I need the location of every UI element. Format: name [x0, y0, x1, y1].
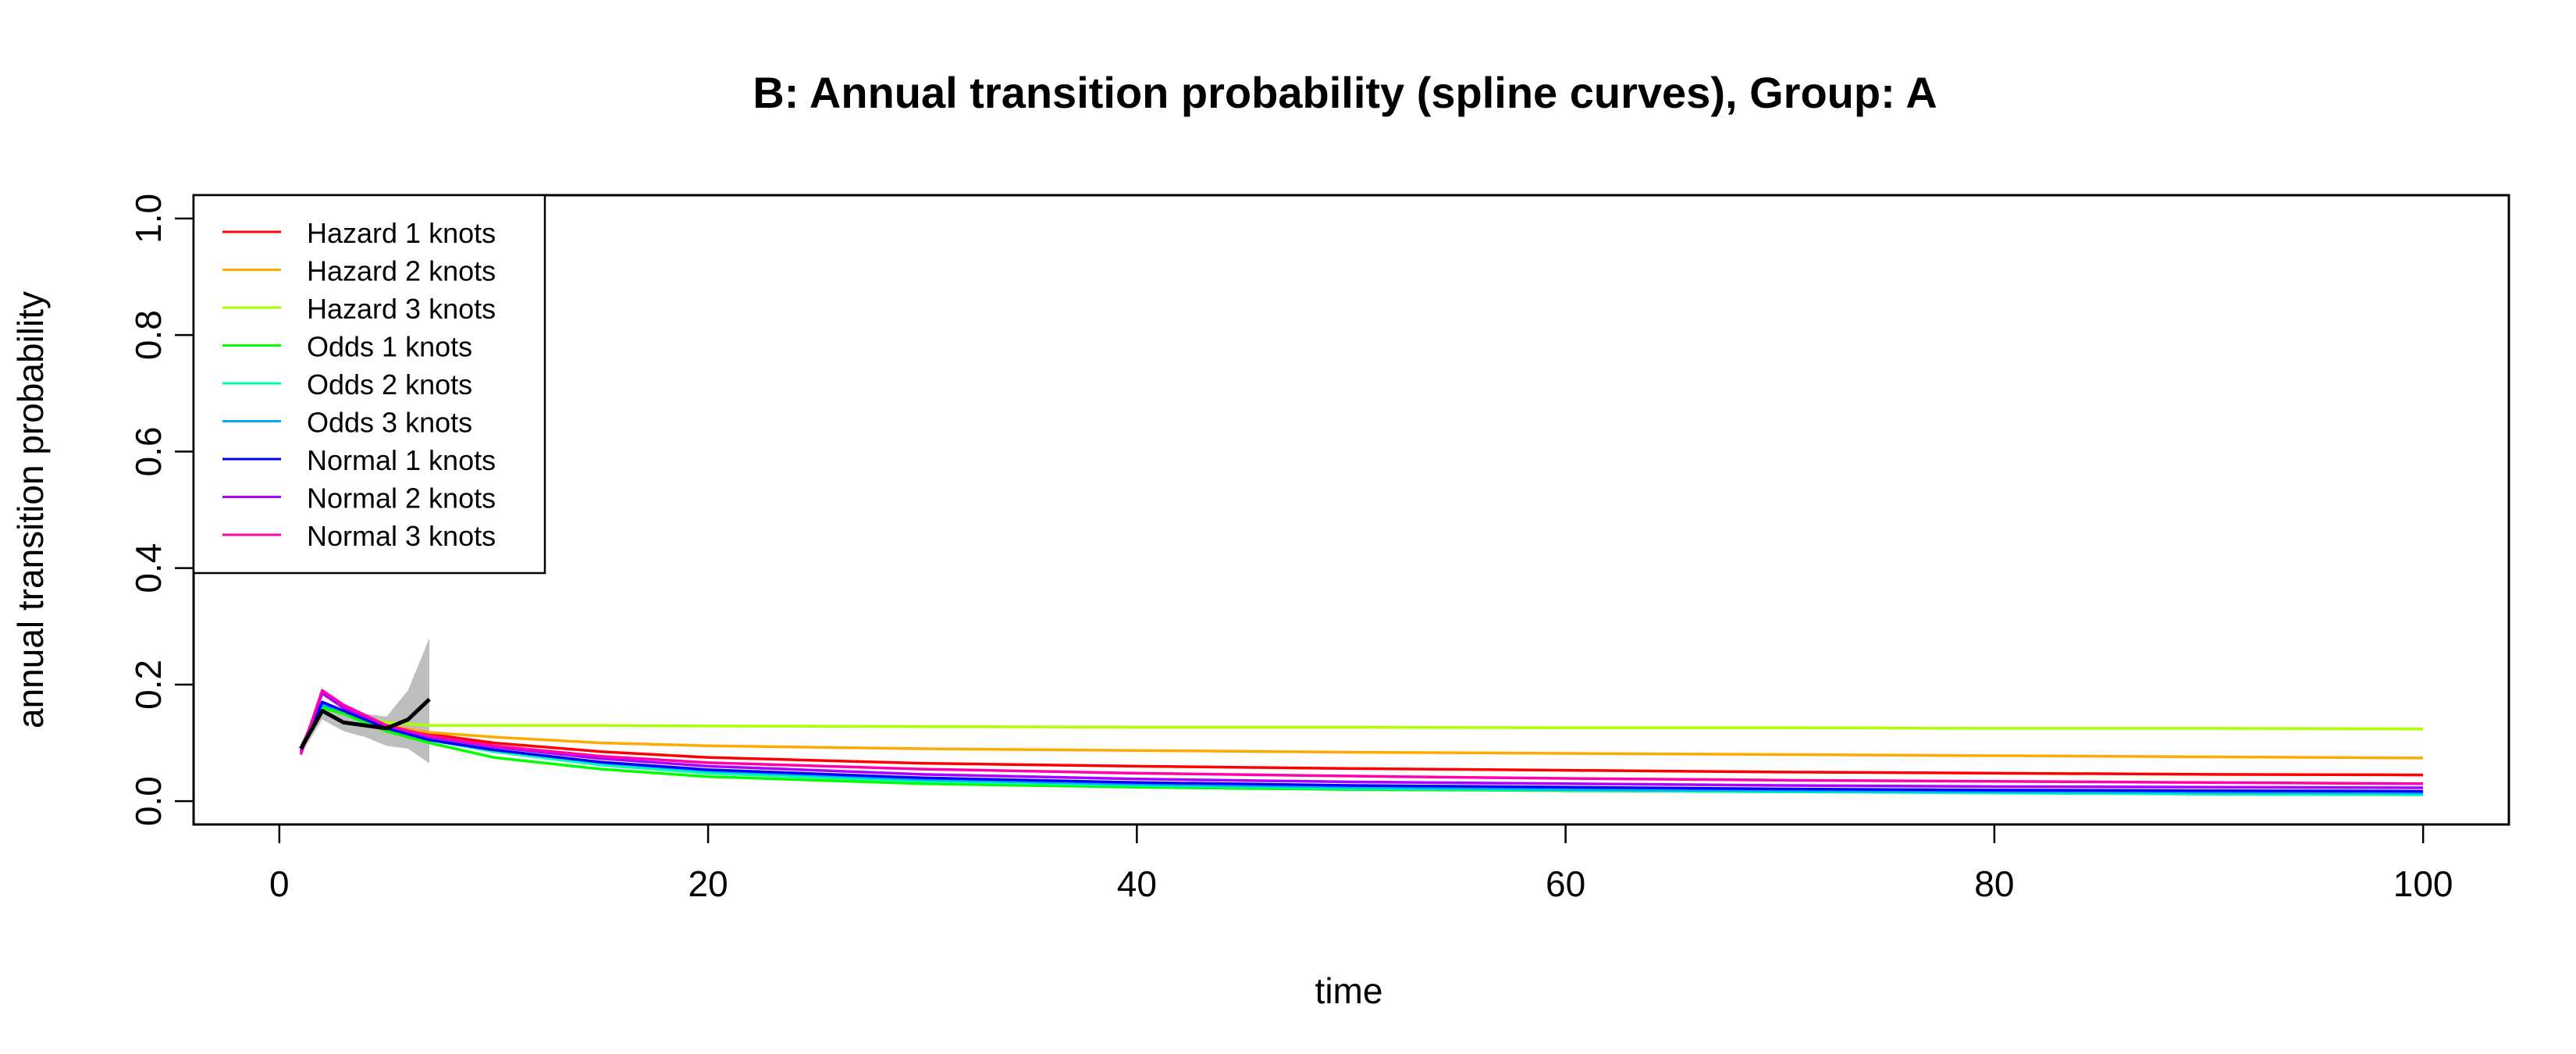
legend-label: Normal 1 knots [307, 444, 496, 476]
y-tick-label: 0.8 [128, 310, 169, 360]
legend-label: Normal 2 knots [307, 482, 496, 515]
y-tick-label: 0.4 [128, 543, 169, 593]
legend: Hazard 1 knots Hazard 2 knots Hazard 3 kno… [192, 194, 546, 575]
x-tick-label: 100 [2393, 863, 2453, 904]
y-tick-label: 0.6 [128, 426, 169, 476]
chart-title: B: Annual transition probability (spline… [753, 68, 1937, 117]
observed-line [299, 697, 431, 750]
x-tick-label: 40 [1117, 863, 1157, 904]
x-tick-label: 20 [688, 863, 728, 904]
x-tick-label: 0 [269, 863, 290, 904]
legend-label: Hazard 1 knots [307, 217, 496, 249]
legend-label: Odds 3 knots [307, 407, 472, 439]
legend-label: Odds 2 knots [307, 369, 472, 401]
x-tick-label: 80 [1974, 863, 2014, 904]
y-tick-label: 1.0 [128, 194, 169, 244]
x-tick-label: 60 [1546, 863, 1585, 904]
series-line-6 [299, 703, 2424, 795]
plot-area [299, 638, 2424, 796]
series-line-9 [299, 689, 2424, 785]
series-line-7 [299, 700, 2424, 793]
y-tick-label: 0.0 [128, 776, 169, 826]
y-tick-label: 0.2 [128, 660, 169, 710]
legend-label: Odds 1 knots [307, 331, 472, 363]
y-axis: 0.0 0.2 0.4 0.6 0.8 1.0 [128, 194, 195, 826]
x-axis: 0 20 40 60 80 100 [269, 823, 2453, 904]
series-line-2 [299, 703, 2424, 760]
legend-label: Normal 3 knots [307, 520, 496, 552]
legend-label: Hazard 2 knots [307, 255, 496, 287]
x-axis-label: time [1315, 970, 1383, 1011]
y-axis-label: annual transition probability [10, 291, 51, 728]
legend-label: Hazard 3 knots [307, 293, 496, 325]
